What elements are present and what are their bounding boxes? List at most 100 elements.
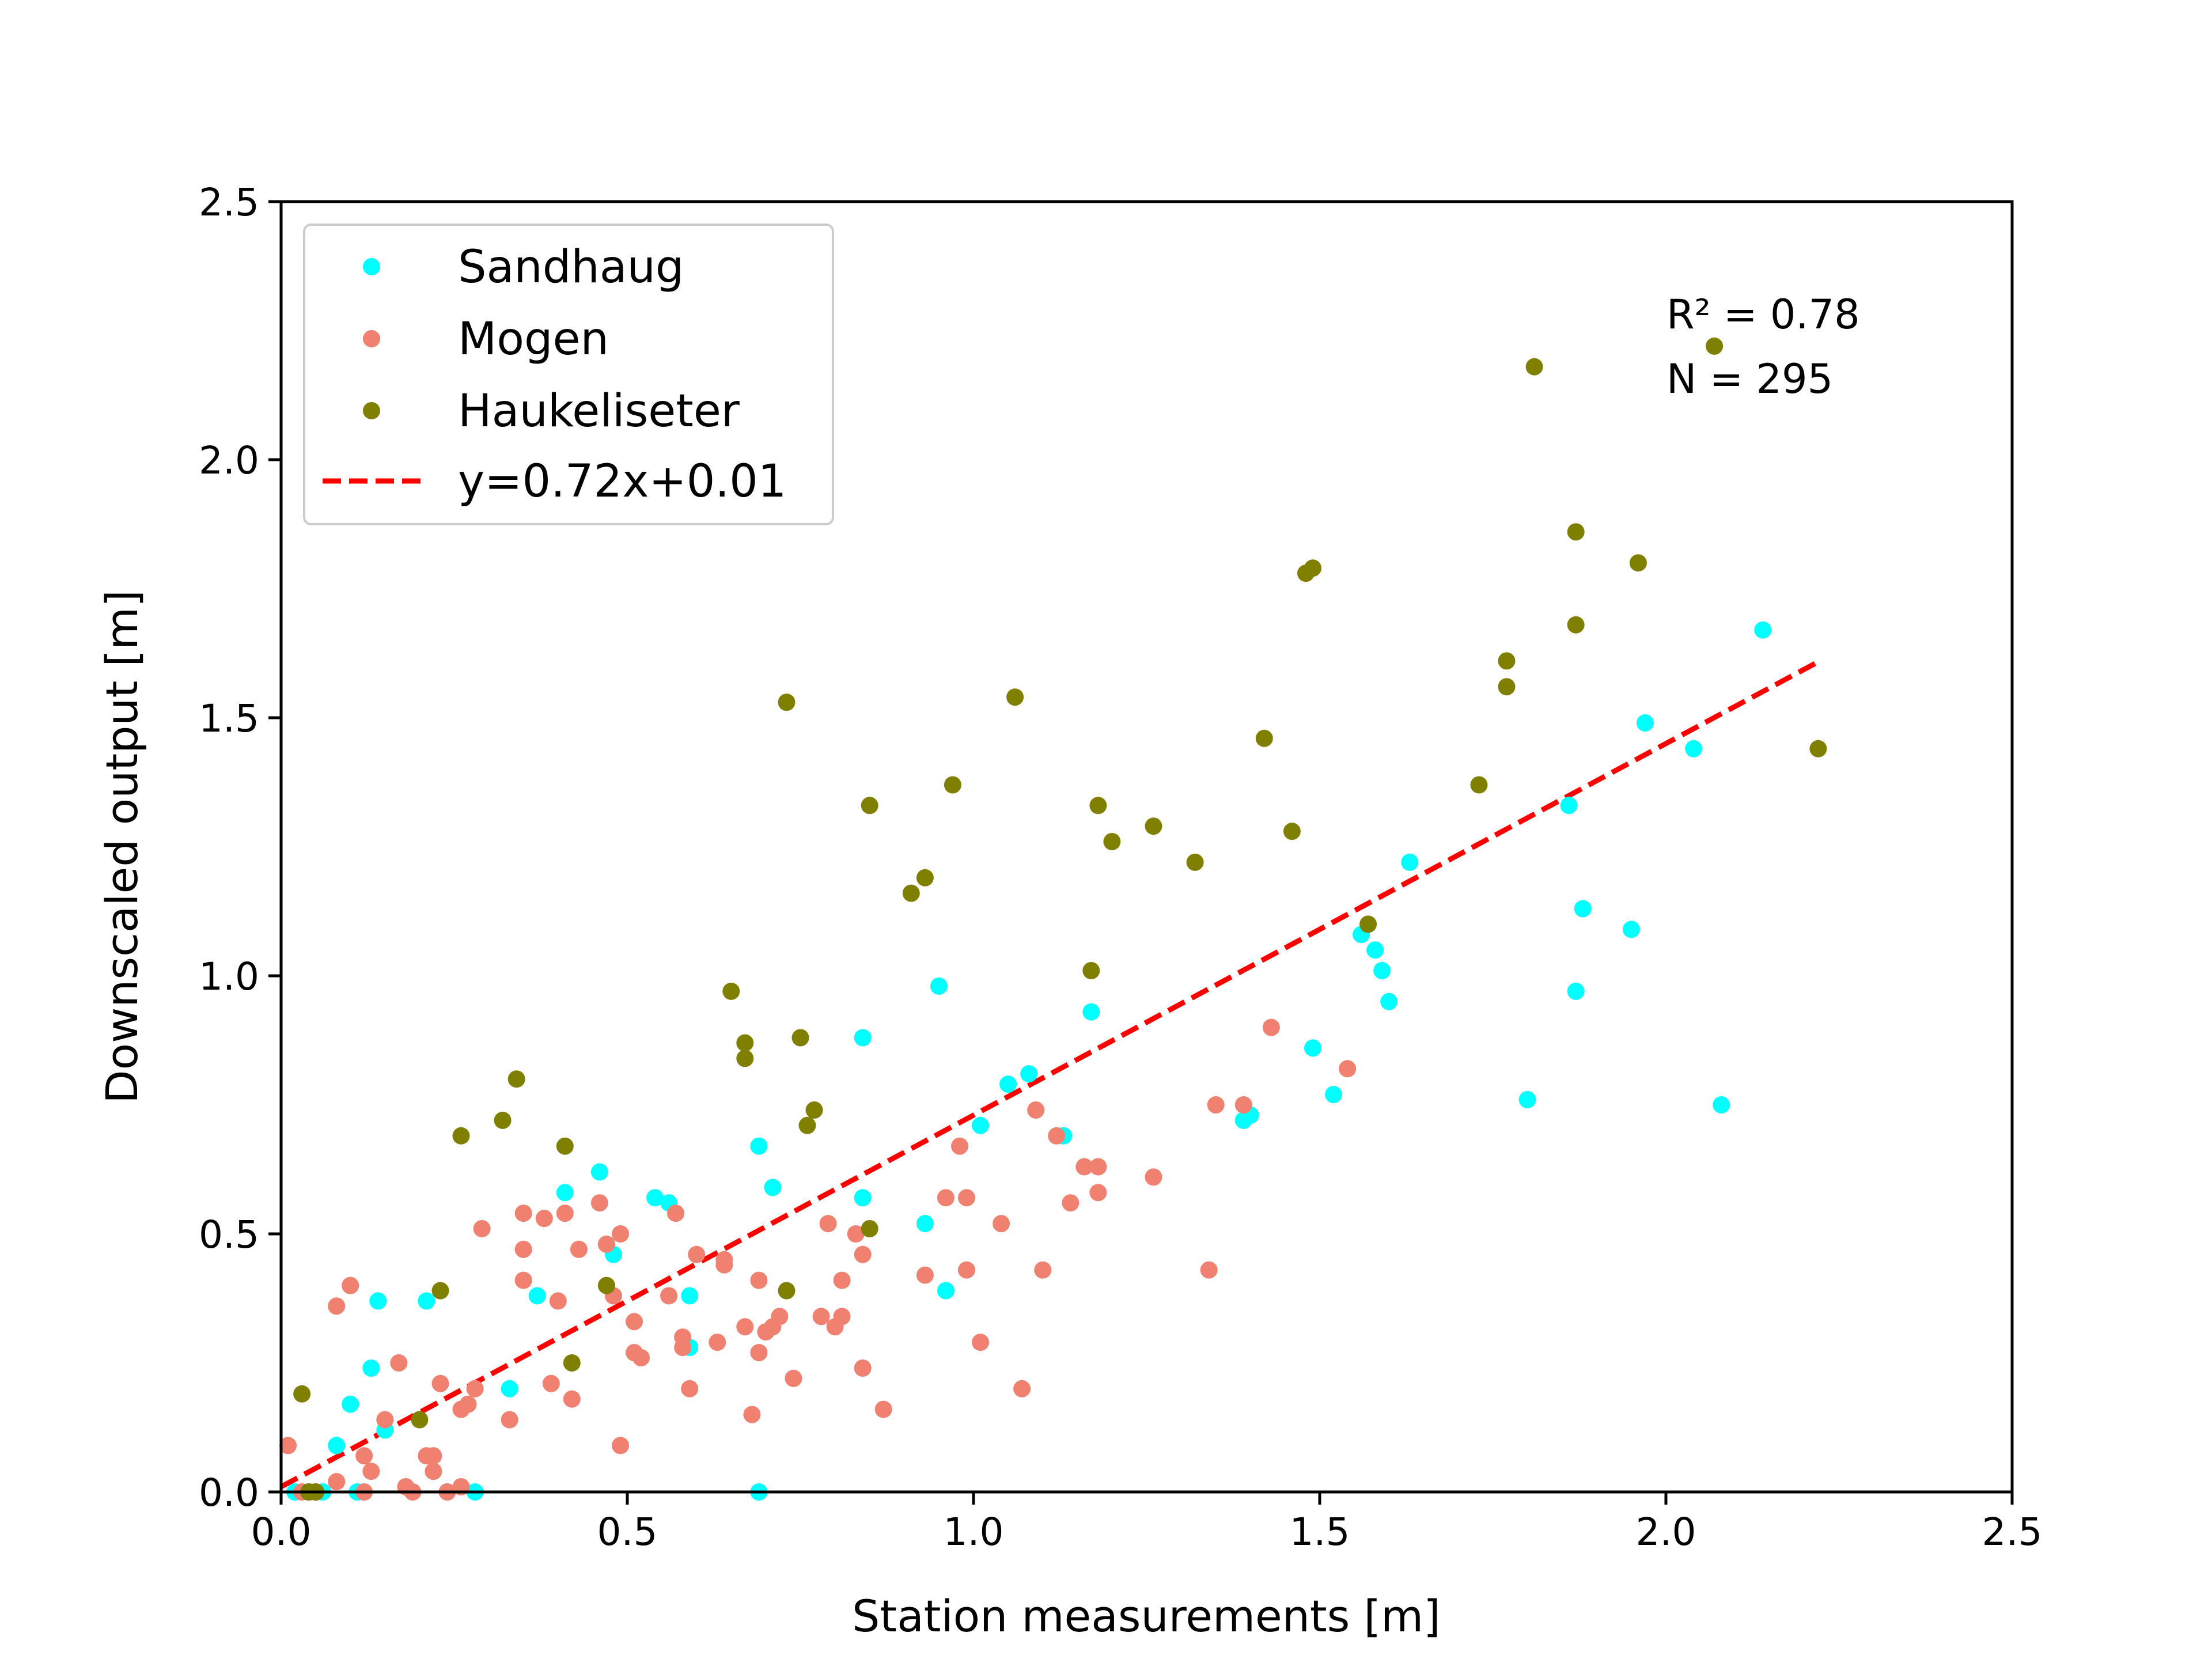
- point-haukeliseter: [722, 982, 740, 1000]
- point-sandhaug: [1636, 714, 1654, 732]
- point-sandhaug: [1560, 797, 1578, 815]
- x-tick-label: 0.0: [251, 1510, 312, 1554]
- point-haukeliseter: [944, 776, 961, 794]
- point-mogen: [951, 1137, 968, 1155]
- legend-label-sandhaug: Sandhaug: [458, 241, 684, 293]
- sample-count-annotation: N = 295: [1666, 355, 1833, 403]
- point-mogen: [1234, 1096, 1252, 1113]
- point-sandhaug: [1518, 1091, 1536, 1108]
- point-sandhaug: [590, 1163, 608, 1181]
- point-mogen: [612, 1437, 629, 1455]
- point-sandhaug: [556, 1184, 574, 1202]
- point-mogen: [660, 1287, 678, 1305]
- point-mogen: [1339, 1060, 1357, 1078]
- legend-label-fit-line: y=0.72x+0.01: [458, 456, 786, 507]
- point-mogen: [542, 1374, 560, 1392]
- point-mogen: [626, 1313, 643, 1331]
- point-haukeliseter: [1629, 554, 1647, 572]
- point-mogen: [812, 1308, 830, 1325]
- point-sandhaug: [1567, 982, 1585, 1000]
- point-mogen: [709, 1334, 726, 1351]
- point-mogen: [1048, 1127, 1066, 1145]
- point-haukeliseter: [1006, 688, 1024, 706]
- point-mogen: [328, 1473, 346, 1491]
- point-sandhaug: [1082, 1003, 1100, 1021]
- point-haukeliseter: [736, 1034, 754, 1052]
- point-haukeliseter: [1470, 776, 1488, 794]
- points-layer: [279, 337, 1827, 1501]
- point-mogen: [916, 1266, 934, 1284]
- point-sandhaug: [362, 1359, 380, 1377]
- point-mogen: [736, 1318, 754, 1336]
- point-mogen: [425, 1463, 442, 1480]
- point-haukeliseter: [431, 1282, 449, 1300]
- point-haukeliseter: [452, 1127, 470, 1145]
- point-haukeliseter: [791, 1029, 809, 1047]
- point-mogen: [1075, 1158, 1093, 1176]
- x-tick-label: 1.0: [944, 1510, 1004, 1554]
- point-mogen: [514, 1240, 532, 1258]
- point-mogen: [632, 1349, 650, 1366]
- point-sandhaug: [328, 1437, 346, 1455]
- point-mogen: [667, 1205, 685, 1222]
- point-mogen: [376, 1411, 394, 1429]
- legend-marker-haukeliseter: [363, 402, 380, 419]
- point-haukeliseter: [916, 869, 934, 887]
- point-mogen: [597, 1235, 615, 1253]
- point-mogen: [743, 1406, 761, 1423]
- point-mogen: [1013, 1380, 1031, 1397]
- point-mogen: [514, 1205, 532, 1222]
- y-tick-label: 2.0: [199, 438, 259, 483]
- point-sandhaug: [1401, 853, 1419, 871]
- point-mogen: [556, 1205, 574, 1222]
- point-mogen: [1062, 1194, 1080, 1212]
- y-tick-label: 1.5: [199, 696, 259, 741]
- point-haukeliseter: [778, 1282, 796, 1300]
- point-sandhaug: [418, 1292, 435, 1310]
- point-haukeliseter: [1525, 358, 1543, 376]
- point-sandhaug: [1622, 921, 1640, 938]
- point-mogen: [549, 1292, 567, 1310]
- point-mogen: [563, 1390, 581, 1408]
- point-sandhaug: [972, 1116, 989, 1134]
- point-mogen: [1027, 1101, 1045, 1119]
- x-axis: 0.0 0.5 1.0 1.5 2.0 2.5: [251, 1492, 2043, 1554]
- legend-marker-sandhaug: [363, 258, 380, 275]
- point-sandhaug: [646, 1189, 664, 1207]
- x-tick-label: 2.5: [1982, 1510, 2043, 1554]
- point-mogen: [937, 1189, 955, 1207]
- legend-box: [303, 224, 834, 525]
- point-haukeliseter: [563, 1354, 581, 1372]
- legend-label-haukeliseter: Haukeliseter: [458, 385, 740, 437]
- point-sandhaug: [1366, 941, 1384, 959]
- point-haukeliseter: [507, 1070, 525, 1088]
- y-axis-label: Downscaled output [m]: [96, 590, 147, 1104]
- y-axis: 0.0 0.5 1.0 1.5 2.0 2.5: [199, 180, 281, 1515]
- point-mogen: [1145, 1168, 1162, 1186]
- point-sandhaug: [1685, 740, 1703, 757]
- point-haukeliseter: [778, 694, 796, 711]
- point-haukeliseter: [556, 1137, 574, 1155]
- point-sandhaug: [1713, 1096, 1730, 1113]
- point-mogen: [355, 1447, 373, 1465]
- point-sandhaug: [764, 1179, 782, 1196]
- point-haukeliseter: [597, 1277, 615, 1294]
- point-sandhaug: [1373, 962, 1391, 979]
- point-haukeliseter: [1498, 652, 1516, 670]
- plot-frame: [279, 200, 2014, 1494]
- point-mogen: [590, 1194, 608, 1212]
- point-haukeliseter: [861, 797, 878, 815]
- point-sandhaug: [999, 1075, 1017, 1093]
- y-tick-label: 1.0: [199, 955, 259, 999]
- point-mogen: [750, 1344, 768, 1362]
- point-haukeliseter: [1498, 678, 1516, 696]
- point-sandhaug: [501, 1380, 518, 1397]
- point-mogen: [535, 1210, 553, 1228]
- point-haukeliseter: [1304, 559, 1321, 577]
- point-haukeliseter: [861, 1220, 878, 1237]
- point-mogen: [715, 1256, 733, 1274]
- point-haukeliseter: [1103, 833, 1121, 850]
- y-tick-label: 0.0: [199, 1471, 259, 1515]
- point-haukeliseter: [1145, 817, 1162, 835]
- point-mogen: [958, 1261, 975, 1279]
